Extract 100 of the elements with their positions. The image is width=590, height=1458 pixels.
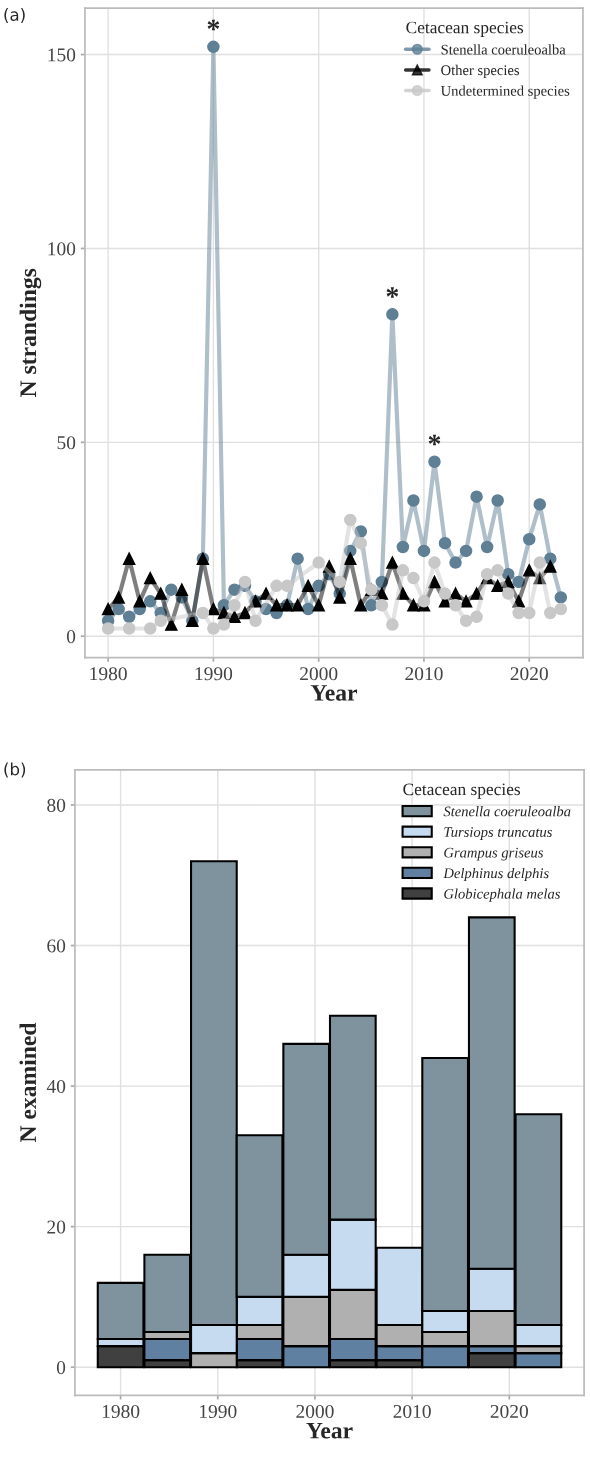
point [459, 595, 473, 608]
point [407, 598, 420, 612]
annotation: * [428, 434, 441, 446]
point [301, 602, 315, 616]
point [228, 610, 241, 624]
y-tick-label: 0 [66, 630, 76, 644]
point [449, 556, 462, 569]
point [101, 602, 115, 616]
point [133, 595, 146, 608]
point [291, 598, 304, 612]
y-tick-label: 50 [57, 436, 76, 450]
y-axis-title: N strandings [19, 268, 42, 397]
text: (b) [4, 762, 26, 778]
point [501, 587, 515, 600]
point [143, 595, 157, 608]
point [375, 598, 389, 612]
legend-title: Cetacean species [403, 783, 521, 799]
point [217, 618, 231, 631]
point [312, 598, 325, 612]
point [270, 598, 283, 612]
point [396, 587, 410, 600]
x-axis-title: Year [310, 685, 358, 701]
y-tick-label: 150 [48, 48, 76, 62]
point [249, 614, 262, 627]
y-tick-label: 100 [48, 242, 76, 256]
point [386, 556, 399, 569]
point [154, 614, 168, 627]
point [470, 610, 483, 624]
point [533, 571, 547, 585]
point [228, 583, 241, 596]
annotation: * [386, 287, 399, 298]
legend-label: Globicephala melas [444, 888, 561, 902]
point [312, 579, 325, 593]
point [259, 602, 273, 616]
point [480, 567, 494, 581]
y-tick-label: 80 [47, 798, 66, 812]
point [480, 540, 494, 554]
point [501, 575, 515, 589]
point [165, 583, 178, 596]
x-tick-label: 1980 [102, 1404, 140, 1419]
point [491, 494, 504, 507]
legend-label: Delphinus delphis [443, 867, 549, 882]
point [143, 571, 157, 585]
y-tick-label: 40 [46, 1079, 66, 1094]
point [354, 536, 368, 550]
point [512, 595, 525, 608]
point [407, 494, 420, 507]
point [112, 591, 125, 604]
point [417, 544, 431, 558]
point [533, 498, 547, 511]
point [122, 622, 136, 635]
point [417, 595, 431, 608]
point [554, 602, 568, 616]
point [270, 579, 283, 593]
x-axis-title: Year [306, 1422, 353, 1439]
point [175, 583, 189, 596]
point [280, 579, 294, 593]
point [322, 560, 336, 573]
point [396, 540, 410, 554]
point [512, 606, 525, 620]
x-tick-label: 2000 [300, 667, 338, 681]
point [122, 610, 136, 624]
point [154, 587, 168, 600]
point [386, 618, 399, 631]
y-tick-label: 60 [47, 939, 66, 953]
legend-label: Stenella coeruleoalba [441, 44, 566, 55]
point [438, 536, 452, 550]
point [386, 308, 399, 321]
x-tick-label: 2000 [296, 1404, 334, 1419]
point [522, 533, 536, 546]
x-tick-label: 1990 [195, 667, 233, 681]
point [554, 591, 568, 604]
point [438, 587, 452, 600]
legend-label: Other species [441, 64, 520, 79]
legend-label: Stenella coeruleoalba [443, 806, 571, 817]
point [238, 575, 252, 589]
point [228, 598, 241, 612]
point [522, 564, 536, 577]
point [207, 622, 220, 635]
point [522, 606, 536, 620]
point [449, 587, 462, 600]
legend-title: Cetacean species [406, 21, 524, 37]
point [344, 552, 357, 565]
point [217, 606, 231, 620]
point [428, 556, 441, 569]
point [259, 587, 273, 600]
point [396, 564, 410, 577]
point [544, 606, 557, 620]
y-tick-label: 0 [56, 1361, 66, 1375]
x-tick-label: 2020 [490, 1404, 528, 1419]
point [207, 40, 220, 54]
point [344, 513, 357, 527]
x-tick-label: 2010 [405, 667, 443, 681]
point [533, 556, 547, 569]
point [291, 552, 304, 565]
point [470, 587, 483, 600]
point [207, 602, 220, 616]
point [354, 598, 368, 612]
x-tick-label: 1980 [90, 667, 127, 681]
x-tick-label: 1990 [200, 1404, 237, 1419]
